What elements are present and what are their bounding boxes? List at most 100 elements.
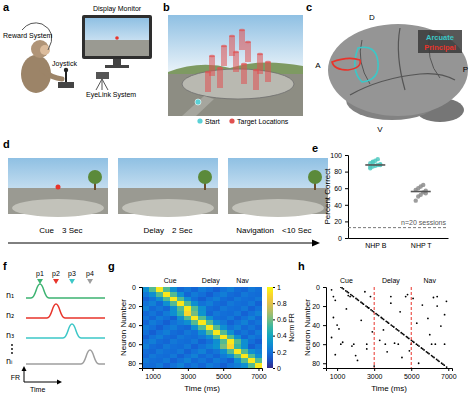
tick: 20 — [128, 303, 142, 310]
spike — [412, 298, 414, 300]
heat-cell — [206, 292, 213, 297]
heat-cell — [213, 330, 220, 335]
heat-cell — [142, 363, 149, 368]
heat-cell — [191, 306, 198, 311]
heat-cell — [149, 358, 156, 363]
heat-cell — [184, 325, 191, 330]
arrow-head — [22, 366, 27, 371]
heat-cell — [255, 301, 262, 306]
heat-cell — [248, 316, 255, 321]
heat-cell — [163, 354, 170, 359]
heat-cell — [248, 358, 255, 363]
label: 3 Sec — [62, 226, 82, 235]
axis-title: Percent Correct — [323, 168, 332, 225]
tick-label: 0.6 — [277, 316, 287, 323]
heat-cell — [227, 354, 234, 359]
spike — [392, 325, 394, 327]
heat-cell — [170, 316, 177, 321]
epoch-label: Cue — [164, 277, 177, 284]
spike — [347, 295, 349, 297]
heat-cell — [149, 316, 156, 321]
heat-cell — [184, 339, 191, 344]
heat-cell — [248, 330, 255, 335]
tick-label: 40 — [312, 322, 320, 329]
target-cylinder-top — [229, 35, 235, 37]
monitor-base — [105, 65, 129, 68]
spike — [407, 294, 409, 296]
heat-cell — [227, 325, 234, 330]
spike — [418, 362, 420, 364]
label: D — [369, 13, 375, 22]
target-cylinder — [239, 30, 245, 50]
heat-cell — [241, 297, 248, 302]
heat-cell — [227, 330, 234, 335]
tick-label: 0.4 — [277, 332, 287, 339]
platform — [182, 69, 294, 99]
start-marker — [195, 99, 201, 105]
heat-cell — [177, 306, 184, 311]
heat-cell — [156, 349, 163, 354]
heat-cell — [191, 316, 198, 321]
tick-mark — [273, 319, 275, 320]
heat-cell — [184, 354, 191, 359]
heat-cell — [255, 287, 262, 292]
heat-cell — [213, 316, 220, 321]
heat-cell — [163, 287, 170, 292]
spike — [366, 348, 368, 350]
heat-cell — [149, 301, 156, 306]
peak-label: p4 — [86, 270, 94, 278]
heat-cell — [206, 354, 213, 359]
spike — [371, 331, 373, 333]
heat-cell — [241, 363, 248, 368]
heat-cell — [163, 339, 170, 344]
heat-cell — [234, 325, 241, 330]
heat-cell — [227, 335, 234, 340]
tick-mark — [273, 352, 275, 353]
heat-cell — [213, 339, 220, 344]
tick-mark — [273, 287, 275, 288]
heat-cell — [241, 344, 248, 349]
spike — [353, 343, 355, 345]
mean-bar — [365, 164, 385, 166]
spike — [381, 318, 383, 320]
spike — [397, 329, 399, 331]
spike — [416, 322, 418, 324]
heat-cell — [220, 344, 227, 349]
tick-mark — [337, 368, 338, 371]
spike — [422, 348, 424, 350]
heat-cell — [213, 358, 220, 363]
heat-cell — [241, 358, 248, 363]
panel-letter: f — [3, 260, 7, 272]
tick-label: NHP T — [411, 242, 432, 249]
heat-cell — [156, 311, 163, 316]
epoch-label: Nav — [424, 277, 437, 284]
heat-cell — [156, 335, 163, 340]
heat-cell — [156, 306, 163, 311]
heat-cell — [142, 330, 149, 335]
tick: 40 — [128, 322, 142, 329]
heat-cell — [198, 306, 205, 311]
tick-mark — [223, 368, 224, 371]
heat-cell — [206, 339, 213, 344]
heat-cell — [248, 335, 255, 340]
tick-mark — [139, 363, 142, 364]
heat-cell — [255, 349, 262, 354]
heat-cell — [156, 320, 163, 325]
spike — [370, 296, 372, 298]
heat-cell — [206, 297, 213, 302]
heat-cell — [213, 287, 220, 292]
tick-label: 80 — [334, 168, 342, 175]
spike — [360, 319, 362, 321]
heat-cell — [248, 297, 255, 302]
legend-label: Start — [205, 118, 220, 125]
axis: 020406080100 — [330, 152, 348, 242]
label: P — [463, 65, 468, 74]
tick-mark — [345, 221, 348, 222]
tick: 5000 — [216, 368, 232, 380]
monitor-target — [115, 36, 119, 40]
monitor-screen — [85, 18, 149, 56]
heat-cell — [241, 292, 248, 297]
tick: NHP B — [365, 238, 387, 249]
heat-cell — [163, 311, 170, 316]
spike — [394, 342, 396, 344]
